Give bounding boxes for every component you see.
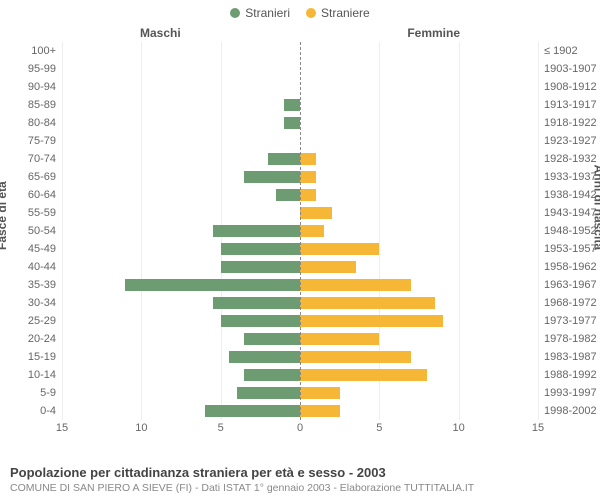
bar-female <box>300 279 411 291</box>
bar-male <box>244 171 300 183</box>
birth-year-label: 1968-1972 <box>538 294 597 312</box>
bar-female <box>300 261 356 273</box>
birth-year-label: 1948-1952 <box>538 222 597 240</box>
birth-year-label: 1943-1947 <box>538 204 597 222</box>
age-label: 100+ <box>31 42 62 60</box>
birth-year-label: 1983-1987 <box>538 348 597 366</box>
chart-title: Popolazione per cittadinanza straniera p… <box>10 465 590 480</box>
age-label: 70-74 <box>28 150 62 168</box>
bar-male <box>125 279 300 291</box>
pyramid-chart: 100+≤ 190295-991903-190790-941908-191285… <box>62 42 538 420</box>
bar-male <box>244 333 300 345</box>
age-label: 40-44 <box>28 258 62 276</box>
age-label: 35-39 <box>28 276 62 294</box>
female-swatch <box>306 8 316 18</box>
bar-male <box>221 315 300 327</box>
bar-female <box>300 369 427 381</box>
bar-female <box>300 153 316 165</box>
x-tick-label: 10 <box>135 422 147 434</box>
col-header-right: Femmine <box>407 26 460 40</box>
age-label: 30-34 <box>28 294 62 312</box>
x-tick-label: 15 <box>532 422 544 434</box>
chart-footer: Popolazione per cittadinanza straniera p… <box>10 465 590 494</box>
x-axis-ticks: 15105051015 <box>62 420 538 436</box>
age-label: 55-59 <box>28 204 62 222</box>
x-tick-label: 15 <box>56 422 68 434</box>
birth-year-label: 1908-1912 <box>538 78 597 96</box>
birth-year-label: 1993-1997 <box>538 384 597 402</box>
age-label: 5-9 <box>40 384 62 402</box>
age-label: 80-84 <box>28 114 62 132</box>
bar-male <box>213 297 300 309</box>
bar-female <box>300 333 379 345</box>
bar-male <box>284 99 300 111</box>
bar-female <box>300 387 340 399</box>
legend-female-label: Straniere <box>321 6 370 20</box>
y-axis-title-left: Fasce di età <box>0 181 9 250</box>
birth-year-label: 1918-1922 <box>538 114 597 132</box>
bar-male <box>229 351 300 363</box>
age-label: 95-99 <box>28 60 62 78</box>
bar-male <box>221 243 300 255</box>
birth-year-label: 1953-1957 <box>538 240 597 258</box>
bar-male <box>276 189 300 201</box>
x-tick-label: 5 <box>376 422 382 434</box>
age-label: 25-29 <box>28 312 62 330</box>
birth-year-label: 1978-1982 <box>538 330 597 348</box>
age-label: 90-94 <box>28 78 62 96</box>
legend: Stranieri Straniere <box>0 0 600 22</box>
male-swatch <box>230 8 240 18</box>
birth-year-label: 1963-1967 <box>538 276 597 294</box>
bar-female <box>300 207 332 219</box>
age-label: 50-54 <box>28 222 62 240</box>
age-label: 15-19 <box>28 348 62 366</box>
age-label: 75-79 <box>28 132 62 150</box>
birth-year-label: 1923-1927 <box>538 132 597 150</box>
age-label: 45-49 <box>28 240 62 258</box>
age-label: 10-14 <box>28 366 62 384</box>
bar-female <box>300 351 411 363</box>
birth-year-label: 1973-1977 <box>538 312 597 330</box>
bar-female <box>300 189 316 201</box>
bar-male <box>213 225 300 237</box>
birth-year-label: 1958-1962 <box>538 258 597 276</box>
age-label: 85-89 <box>28 96 62 114</box>
bar-male <box>205 405 300 417</box>
birth-year-label: 1928-1932 <box>538 150 597 168</box>
bar-male <box>221 261 300 273</box>
center-line <box>300 42 301 420</box>
bar-female <box>300 297 435 309</box>
legend-male-label: Stranieri <box>245 6 290 20</box>
x-tick-label: 0 <box>297 422 303 434</box>
legend-item-female: Straniere <box>306 6 370 20</box>
bar-female <box>300 315 443 327</box>
x-tick-label: 5 <box>218 422 224 434</box>
birth-year-label: ≤ 1902 <box>538 42 578 60</box>
bar-male <box>237 387 300 399</box>
legend-item-male: Stranieri <box>230 6 290 20</box>
bar-male <box>268 153 300 165</box>
age-label: 20-24 <box>28 330 62 348</box>
bar-female <box>300 225 324 237</box>
birth-year-label: 1998-2002 <box>538 402 597 420</box>
bar-female <box>300 243 379 255</box>
birth-year-label: 1933-1937 <box>538 168 597 186</box>
bar-male <box>284 117 300 129</box>
col-header-left: Maschi <box>140 26 181 40</box>
birth-year-label: 1938-1942 <box>538 186 597 204</box>
age-label: 60-64 <box>28 186 62 204</box>
chart-subtitle: COMUNE DI SAN PIERO A SIEVE (FI) - Dati … <box>10 482 590 494</box>
birth-year-label: 1913-1917 <box>538 96 597 114</box>
bar-male <box>244 369 300 381</box>
bar-female <box>300 405 340 417</box>
birth-year-label: 1903-1907 <box>538 60 597 78</box>
age-label: 65-69 <box>28 168 62 186</box>
bar-female <box>300 171 316 183</box>
age-label: 0-4 <box>40 402 62 420</box>
birth-year-label: 1988-1992 <box>538 366 597 384</box>
x-tick-label: 10 <box>453 422 465 434</box>
